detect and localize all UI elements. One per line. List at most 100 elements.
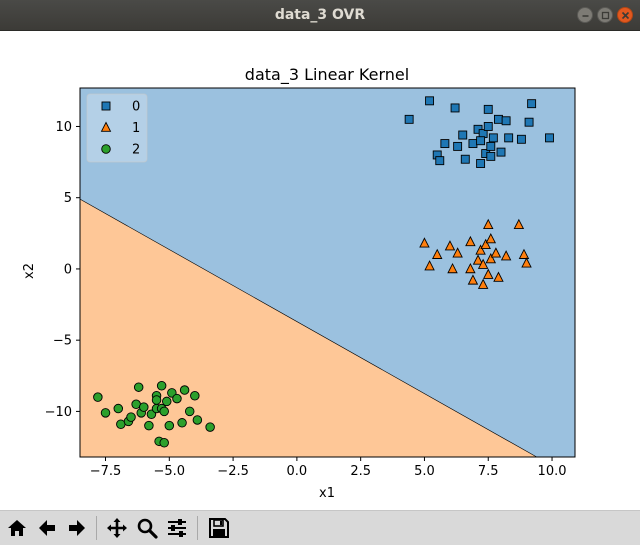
toolbar-separator — [96, 516, 97, 540]
legend-label: 0 — [132, 100, 140, 115]
data-point-class-0 — [488, 133, 498, 143]
data-point-class-2 — [192, 415, 203, 425]
data-point-class-2 — [100, 408, 111, 418]
pan-button[interactable] — [104, 515, 130, 541]
boundary-line — [79, 198, 537, 458]
data-point-class-0 — [516, 134, 526, 144]
arrow-right-icon — [69, 520, 85, 536]
data-point-class-0 — [524, 117, 534, 127]
data-point-class-0 — [460, 154, 470, 164]
data-point-class-2 — [190, 390, 200, 401]
data-point-class-2 — [159, 438, 169, 448]
data-point-class-2 — [139, 402, 149, 412]
y-tick-label: −10 — [45, 405, 72, 420]
data-point-class-2 — [184, 406, 195, 417]
zoom-button[interactable] — [134, 515, 160, 541]
back-button[interactable] — [34, 515, 60, 541]
data-point-class-2 — [113, 403, 124, 414]
arrow-left-icon — [39, 520, 55, 536]
save-button[interactable] — [206, 515, 232, 541]
data-point-class-1 — [485, 252, 497, 264]
data-point-class-2 — [126, 412, 136, 422]
legend-label: 2 — [132, 143, 140, 158]
data-point-class-0 — [476, 159, 486, 168]
legend-box — [86, 93, 148, 163]
data-point-class-2 — [172, 393, 182, 404]
x-tick-label: −2.5 — [217, 464, 249, 479]
minimize-icon — [582, 15, 589, 17]
data-point-class-0 — [435, 156, 445, 166]
data-point-class-0 — [453, 141, 463, 151]
minimize-button[interactable] — [577, 7, 593, 23]
data-point-class-1 — [424, 260, 435, 271]
toolbar-separator — [197, 516, 198, 540]
data-points — [93, 96, 554, 448]
legend-marker-class-1 — [100, 121, 112, 132]
x-tick-label: −5.0 — [154, 464, 186, 479]
maximize-button[interactable] — [597, 7, 613, 23]
chart: −7.5 −5.0 −2.5 0.0 2.5 5.0 7.5 10.0 10 5 0 −5 −10 0 1… — [22, 65, 576, 501]
forward-button[interactable] — [64, 515, 90, 541]
data-point-class-2 — [177, 418, 187, 428]
data-point-class-2 — [164, 420, 175, 431]
data-point-class-0 — [527, 99, 537, 109]
data-point-class-1 — [483, 218, 494, 230]
x-tick-label: 5.0 — [414, 464, 435, 479]
magnifier-icon — [137, 518, 158, 539]
figure-canvas[interactable]: −7.5 −5.0 −2.5 0.0 2.5 5.0 7.5 10.0 10 5 0 −5 −10 0 1… — [0, 31, 640, 510]
data-point-class-2 — [93, 392, 103, 402]
y-tick-label: 10 — [55, 120, 72, 135]
legend-marker-class-2 — [101, 144, 111, 154]
data-point-class-1 — [500, 250, 512, 261]
sliders-icon — [168, 519, 186, 537]
data-point-class-2 — [133, 382, 144, 392]
data-point-class-1 — [431, 248, 443, 259]
plot-frame — [79, 87, 576, 458]
title-bar[interactable]: data_3 OVR — [0, 0, 640, 31]
data-point-class-0 — [476, 136, 486, 146]
data-point-class-2 — [144, 420, 154, 431]
data-point-class-1 — [465, 262, 476, 274]
move-icon — [107, 518, 127, 538]
data-point-class-0 — [440, 139, 450, 149]
data-point-class-1 — [513, 218, 525, 230]
data-point-class-0 — [483, 104, 493, 114]
legend: 0 1 2 — [86, 93, 148, 163]
data-point-class-2 — [159, 406, 169, 417]
navigation-toolbar — [0, 510, 640, 545]
decision-boundary — [79, 198, 537, 458]
close-icon — [621, 11, 630, 20]
data-point-class-0 — [501, 116, 511, 126]
data-point-class-1 — [493, 271, 504, 282]
data-point-class-1 — [485, 233, 497, 244]
data-point-class-1 — [477, 258, 489, 269]
data-point-class-1 — [475, 244, 486, 255]
data-point-class-0 — [468, 139, 478, 149]
data-point-class-1 — [521, 257, 532, 268]
data-point-class-0 — [494, 114, 503, 124]
configure-subplots-button[interactable] — [164, 515, 190, 541]
data-point-class-0 — [545, 133, 554, 143]
data-point-class-2 — [162, 396, 172, 407]
x-tick-label: 0.0 — [287, 464, 308, 479]
legend-label: 1 — [132, 121, 140, 136]
x-tick-label: −7.5 — [90, 464, 122, 479]
maximize-icon — [601, 11, 610, 20]
data-point-class-1 — [467, 274, 479, 285]
floppy-disk-icon — [209, 518, 229, 538]
data-point-class-1 — [483, 268, 494, 279]
data-point-class-1 — [480, 238, 491, 249]
data-point-class-1 — [490, 247, 502, 258]
home-button[interactable] — [4, 515, 30, 541]
y-tick-label: 5 — [64, 191, 72, 206]
data-point-class-2 — [205, 422, 215, 432]
legend-marker-class-0 — [101, 101, 111, 111]
y-tick-label: −5 — [53, 334, 72, 349]
y-tick-label: 0 — [64, 262, 72, 277]
data-point-class-1 — [447, 262, 458, 274]
close-button[interactable] — [617, 7, 633, 23]
data-point-class-1 — [452, 247, 463, 258]
data-point-class-0 — [483, 122, 493, 131]
